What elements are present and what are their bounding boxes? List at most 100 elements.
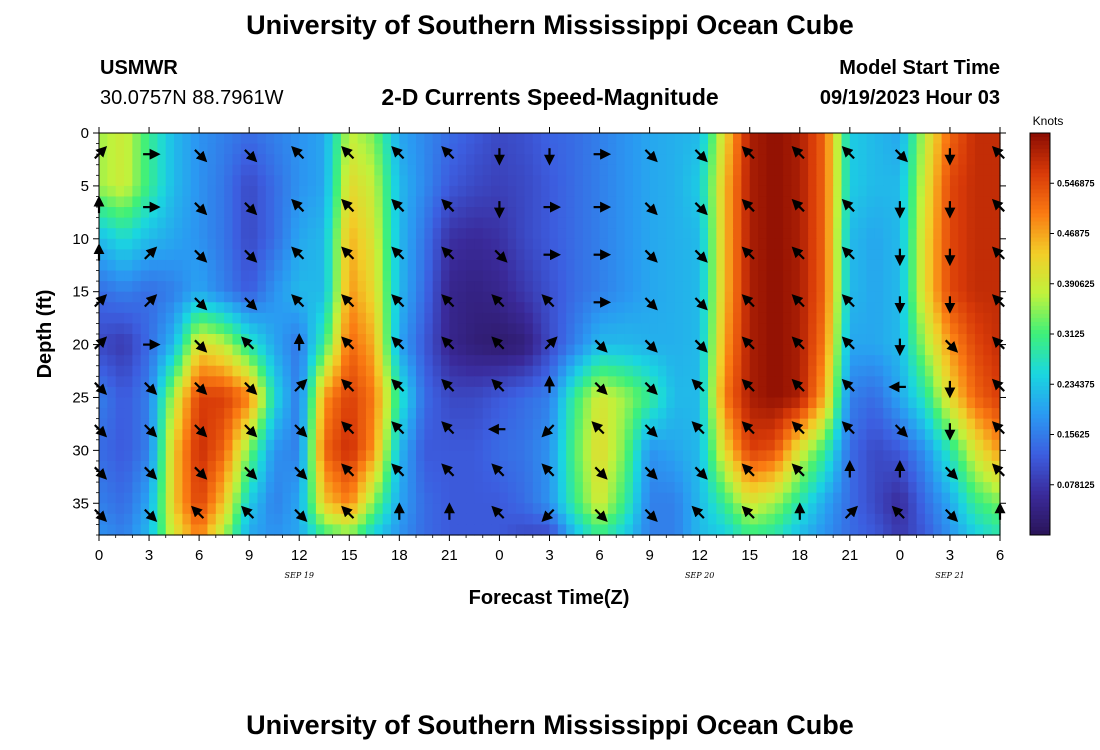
heatmap-cell xyxy=(507,196,517,208)
heatmap-cell xyxy=(858,429,868,441)
heatmap-cell xyxy=(232,439,242,451)
heatmap-cell xyxy=(916,143,926,155)
heatmap-cell xyxy=(566,133,576,145)
heatmap-cell xyxy=(958,365,968,377)
heatmap-cell xyxy=(874,196,884,208)
current-vector-arrow xyxy=(644,466,658,480)
heatmap-cell xyxy=(240,365,250,377)
heatmap-cell xyxy=(174,133,184,145)
heatmap-cell xyxy=(841,355,851,367)
heatmap-cell xyxy=(532,344,542,356)
heatmap-cell xyxy=(566,270,576,282)
heatmap-cell xyxy=(140,238,150,250)
heatmap-cell xyxy=(432,408,442,420)
heatmap-cell xyxy=(524,429,534,441)
heatmap-cell xyxy=(916,133,926,145)
heatmap-cell xyxy=(249,164,259,176)
heatmap-cell xyxy=(816,133,826,145)
heatmap-cell xyxy=(666,439,676,451)
heatmap-cell xyxy=(883,429,893,441)
heatmap-cell xyxy=(140,259,150,272)
heatmap-cell xyxy=(924,344,934,356)
heatmap-cell xyxy=(983,397,993,409)
heatmap-cell xyxy=(758,344,767,356)
heatmap-cell xyxy=(182,175,192,187)
heatmap-cell xyxy=(482,365,492,377)
heatmap-cell xyxy=(215,471,225,483)
current-vector-arrow xyxy=(644,297,658,311)
heatmap-cell xyxy=(966,408,976,420)
heatmap-cell xyxy=(708,513,717,526)
heatmap-cell xyxy=(841,281,851,293)
heatmap-cell xyxy=(557,344,567,356)
heatmap-cell xyxy=(933,365,943,377)
heatmap-cell xyxy=(441,397,450,409)
heatmap-cell xyxy=(758,302,767,314)
heatmap-cell xyxy=(265,492,275,504)
heatmap-cell xyxy=(541,471,551,483)
current-vector-arrow xyxy=(891,505,905,519)
heatmap-cell xyxy=(399,397,409,409)
heatmap-cell xyxy=(799,386,809,399)
heatmap-cell xyxy=(616,291,626,303)
heatmap-cell xyxy=(716,270,726,282)
heatmap-cell xyxy=(149,270,158,282)
heatmap-cell xyxy=(516,133,526,145)
heatmap-cell xyxy=(624,281,634,293)
colorbar-band xyxy=(1030,329,1050,335)
heatmap-cell xyxy=(532,217,542,229)
heatmap-cell xyxy=(582,471,592,483)
heatmap-cell xyxy=(657,217,667,229)
current-vector-arrow xyxy=(944,339,959,353)
heatmap-cell xyxy=(941,355,951,367)
heatmap-cell xyxy=(390,513,400,526)
heatmap-cell xyxy=(724,482,734,494)
heatmap-cell xyxy=(899,344,909,356)
heatmap-cell xyxy=(849,259,859,272)
heatmap-cell xyxy=(716,185,726,198)
heatmap-cell xyxy=(749,238,759,250)
heatmap-cell xyxy=(657,482,667,494)
heatmap-cell xyxy=(874,302,884,314)
heatmap-cell xyxy=(149,259,158,272)
heatmap-cell xyxy=(916,450,926,462)
heatmap-cell xyxy=(958,344,968,356)
colorbar-band xyxy=(1030,321,1050,327)
heatmap-cell xyxy=(591,482,601,494)
heatmap-cell xyxy=(582,334,592,346)
heatmap-cell xyxy=(541,450,551,462)
current-vector-arrow xyxy=(391,463,405,477)
heatmap-cell xyxy=(908,259,918,272)
heatmap-cell xyxy=(249,344,259,356)
heatmap-cell xyxy=(657,323,667,335)
colorbar-band xyxy=(1030,273,1050,279)
heatmap-cell xyxy=(499,281,509,293)
heatmap-cell xyxy=(441,429,450,441)
station-name: USMWR xyxy=(100,57,178,79)
heatmap-cell xyxy=(416,460,425,473)
heatmap-cell xyxy=(232,323,242,335)
heatmap-cell xyxy=(149,397,158,409)
heatmap-cell xyxy=(432,503,442,515)
heatmap-cell xyxy=(182,344,192,356)
heatmap-cell xyxy=(966,355,976,367)
heatmap-cell xyxy=(457,133,467,145)
heatmap-cell xyxy=(457,312,467,325)
heatmap-cell xyxy=(140,312,150,325)
heatmap-cell xyxy=(365,408,375,420)
heatmap-cell xyxy=(307,492,317,504)
heatmap-cell xyxy=(599,207,609,219)
heatmap-cell xyxy=(474,281,484,293)
heatmap-cell xyxy=(949,418,959,430)
heatmap-cell xyxy=(424,503,434,515)
heatmap-cell xyxy=(574,143,584,155)
heatmap-cell xyxy=(783,133,793,145)
heatmap-cell xyxy=(532,408,542,420)
heatmap-cell xyxy=(466,397,476,409)
heatmap-cell xyxy=(165,386,175,399)
heatmap-cell xyxy=(524,439,534,451)
heatmap-cell xyxy=(215,355,225,367)
heatmap-cell xyxy=(232,143,242,155)
heatmap-cell xyxy=(641,323,651,335)
heatmap-cell xyxy=(833,450,843,462)
